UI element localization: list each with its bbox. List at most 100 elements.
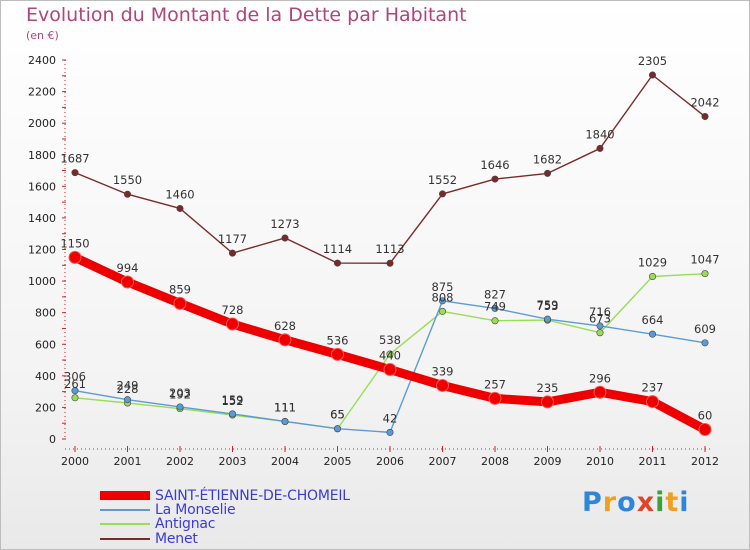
chart-subtitle: (en €) (26, 29, 59, 42)
data-label: 159 (222, 393, 244, 407)
data-point (701, 270, 709, 278)
data-label: 859 (169, 282, 191, 296)
data-point (596, 322, 604, 330)
x-tick-label: 2011 (639, 455, 667, 468)
data-point (229, 249, 237, 257)
data-label: 203 (169, 386, 191, 400)
data-label: 808 (432, 290, 454, 304)
data-label: 235 (537, 381, 559, 395)
data-point (176, 204, 184, 212)
data-point (386, 259, 394, 267)
data-point (68, 250, 82, 264)
data-label: 1113 (375, 242, 404, 256)
data-label: 664 (642, 313, 664, 327)
data-label: 1552 (428, 173, 457, 187)
x-tick-label: 2009 (534, 455, 562, 468)
data-point (596, 329, 604, 337)
data-point (648, 71, 656, 79)
data-label: 249 (117, 379, 139, 393)
data-label: 536 (327, 333, 349, 347)
legend-item: La Monselie (100, 501, 236, 518)
data-point (491, 304, 499, 312)
data-point (491, 175, 499, 183)
proxiti-logo: Proxiti (582, 487, 690, 518)
data-label: 1682 (533, 152, 562, 166)
legend-swatch (100, 491, 150, 500)
data-label: 296 (589, 371, 611, 385)
data-label: 1550 (113, 173, 142, 187)
data-label: 1150 (60, 236, 89, 250)
data-point (229, 410, 237, 418)
data-label: 628 (274, 319, 296, 333)
data-label: 1646 (480, 158, 509, 172)
data-point (278, 333, 292, 347)
data-point (648, 273, 656, 281)
data-label: 1029 (638, 256, 667, 270)
data-point (173, 296, 187, 310)
data-point (491, 317, 499, 325)
data-point (176, 403, 184, 411)
data-label: 994 (117, 261, 139, 275)
y-tick-label: 1400 (28, 212, 56, 225)
chart-title: Evolution du Montant de la Dette par Hab… (26, 4, 467, 26)
data-point (438, 297, 446, 305)
data-label: 538 (379, 333, 401, 347)
data-point (71, 169, 79, 177)
y-tick-label: 200 (35, 401, 56, 414)
y-tick-label: 400 (35, 370, 56, 383)
legend-swatch (100, 508, 150, 511)
data-label: 753 (537, 299, 559, 313)
data-label: 728 (222, 303, 244, 317)
data-point (436, 378, 449, 392)
series-line (74, 74, 706, 264)
legend-swatch (100, 522, 150, 525)
data-label: 65 (330, 408, 345, 422)
data-label: 1840 (585, 127, 614, 141)
data-label: 440 (379, 349, 401, 363)
data-point (281, 417, 289, 425)
y-tick-label: 0 (49, 433, 56, 446)
data-label: 609 (694, 322, 716, 336)
data-label: 827 (484, 287, 506, 301)
legend-label: Menet (155, 530, 198, 547)
data-label: 306 (64, 370, 86, 384)
x-tick-label: 2004 (271, 455, 299, 468)
data-label: 192 (169, 388, 191, 402)
data-point (646, 395, 659, 409)
data-point (124, 396, 132, 404)
data-label: 339 (432, 364, 454, 378)
y-tick-label: 800 (35, 307, 56, 320)
x-tick-label: 2012 (691, 455, 719, 468)
data-label: 228 (117, 382, 139, 396)
data-point (71, 387, 79, 395)
data-label: 1687 (60, 152, 89, 166)
data-point (541, 395, 554, 409)
data-label: 2042 (690, 96, 719, 110)
legend-label: Antignac (155, 515, 216, 532)
data-point (648, 330, 656, 338)
y-tick-label: 1800 (28, 149, 56, 162)
x-tick-label: 2006 (376, 455, 404, 468)
y-tick-label: 2000 (28, 117, 56, 130)
data-label: 42 (383, 411, 398, 425)
data-point (333, 259, 341, 267)
data-point (331, 347, 344, 361)
data-label: 716 (589, 305, 611, 319)
data-point (593, 385, 607, 399)
x-tick-label: 2000 (61, 455, 89, 468)
legend-item: SAINT-ÉTIENNE-DE-CHOMEIL (100, 487, 350, 504)
legend-label: SAINT-ÉTIENNE-DE-CHOMEIL (155, 487, 350, 504)
data-label: 237 (642, 381, 664, 395)
legend-swatch (100, 537, 150, 540)
legend-item: Antignac (100, 515, 216, 532)
data-point (698, 423, 712, 437)
data-label: 1273 (270, 217, 299, 231)
data-point (543, 315, 551, 323)
data-point (121, 275, 134, 289)
data-point (124, 190, 132, 198)
y-tick-label: 2400 (28, 54, 56, 67)
y-tick-label: 2200 (28, 86, 56, 99)
y-tick-label: 1600 (28, 180, 56, 193)
legend-label: La Monselie (155, 501, 236, 518)
